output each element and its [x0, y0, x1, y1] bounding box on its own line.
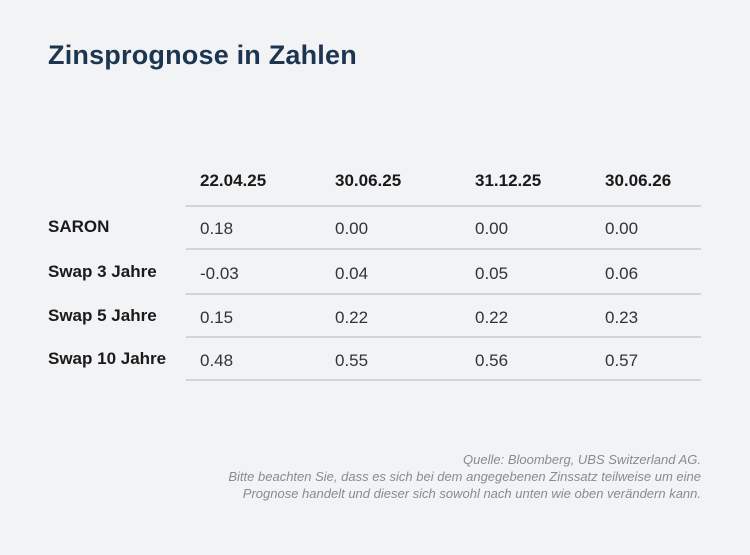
row-divider: [186, 293, 701, 295]
table-cell: 0.00: [475, 219, 509, 238]
row-divider: [186, 379, 701, 381]
row-label: Swap 10 Jahre: [48, 349, 167, 368]
table-cell: 0.18: [200, 219, 234, 238]
table-cell: 0.55: [335, 351, 369, 370]
table-cell: 0.22: [335, 308, 369, 327]
row-label: Swap 5 Jahre: [48, 306, 157, 325]
page-title: Zinsprognose in Zahlen: [48, 40, 357, 70]
column-header: 30.06.25: [335, 171, 402, 190]
row-divider: [186, 205, 701, 207]
column-header: 31.12.25: [475, 171, 542, 190]
row-divider: [186, 336, 701, 338]
column-header: 22.04.25: [200, 171, 267, 190]
disclaimer-line: Bitte beachten Sie, dass es sich bei dem…: [228, 469, 701, 484]
disclaimer-line: Prognose handelt und dieser sich sowohl …: [242, 486, 701, 501]
table-cell: 0.05: [475, 264, 509, 283]
table-cell: -0.03: [200, 264, 239, 283]
row-label: Swap 3 Jahre: [48, 262, 157, 281]
table-cell: 0.06: [605, 264, 639, 283]
table-cell: 0.22: [475, 308, 509, 327]
footnote: Quelle: Bloomberg, UBS Switzerland AG. B…: [228, 451, 701, 502]
source-note: Quelle: Bloomberg, UBS Switzerland AG.: [463, 452, 701, 467]
table-cell: 0.57: [605, 351, 639, 370]
column-header: 30.06.26: [605, 171, 672, 190]
table-cell: 0.00: [335, 219, 369, 238]
row-label: SARON: [48, 217, 110, 236]
row-divider: [186, 248, 701, 250]
table-cell: 0.00: [605, 219, 639, 238]
table-cell: 0.23: [605, 308, 639, 327]
table-cell: 0.04: [335, 264, 369, 283]
table-cell: 0.48: [200, 351, 234, 370]
table-cell: 0.56: [475, 351, 509, 370]
table-cell: 0.15: [200, 308, 234, 327]
